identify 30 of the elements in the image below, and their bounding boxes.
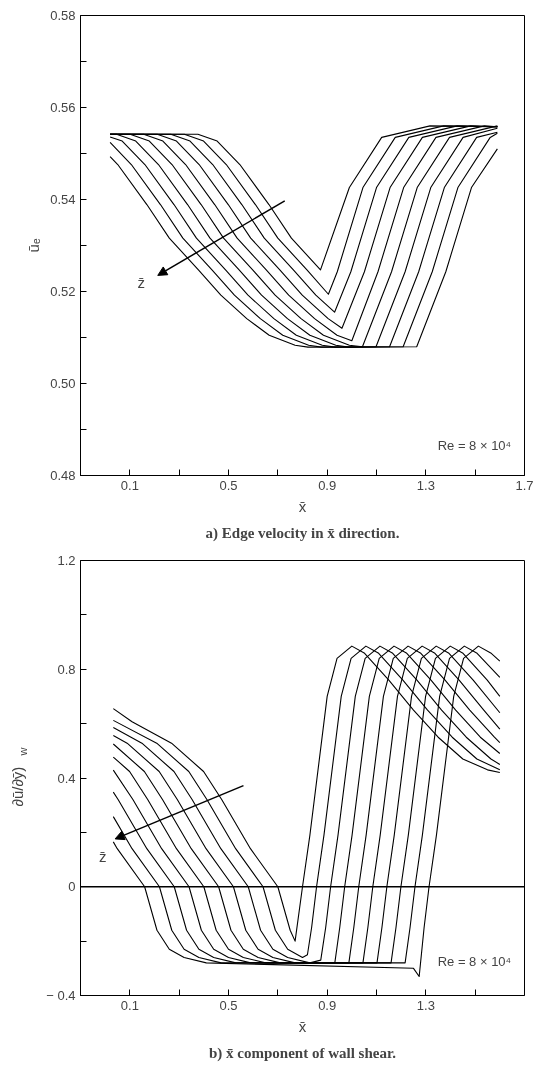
text: a) Edge velocity in x̄ direction. [205, 524, 400, 542]
y-tick-label: − 0.4 [46, 988, 76, 1003]
annotation: z̄ [137, 273, 146, 291]
x-tick-label: 0.1 [120, 997, 139, 1013]
x-tick-label: 1.3 [416, 997, 435, 1013]
y-axis-title: ∂ū/∂ȳ)w [9, 747, 29, 807]
x-tick-label: 1.7 [515, 477, 534, 493]
text: b) x̄ component of wall shear. [209, 1044, 397, 1062]
y-tick-label: 0.4 [57, 770, 76, 786]
x-tick-label: 1.3 [416, 477, 435, 493]
y-tick-label: 0.8 [57, 661, 76, 677]
y-tick-label: 0.48 [50, 468, 76, 483]
annotation: Re = 8 × 10⁴ [437, 437, 512, 453]
x-tick-label: 0.5 [219, 997, 238, 1013]
y-axis-title: ūₑ [25, 238, 43, 253]
y-tick-label: 0.58 [50, 8, 76, 23]
x-tick-label: 0.9 [318, 477, 337, 493]
y-tick-label: 0 [68, 879, 76, 895]
x-axis-title: x̄ [298, 1017, 307, 1035]
annotation: z̄ [98, 847, 107, 865]
y-tick-label: 0.52 [50, 284, 76, 299]
x-tick-label: 0.9 [318, 997, 337, 1013]
x-tick-label: 0.5 [219, 477, 238, 493]
annotation: Re = 8 × 10⁴ [437, 954, 512, 970]
y-tick-label: 0.56 [50, 100, 76, 115]
y-tick-label: 0.54 [50, 192, 76, 207]
x-axis-title: x̄ [298, 497, 307, 515]
y-tick-label: 1.2 [57, 553, 76, 568]
x-tick-label: 0.1 [120, 477, 139, 493]
y-tick-label: 0.50 [50, 376, 76, 391]
